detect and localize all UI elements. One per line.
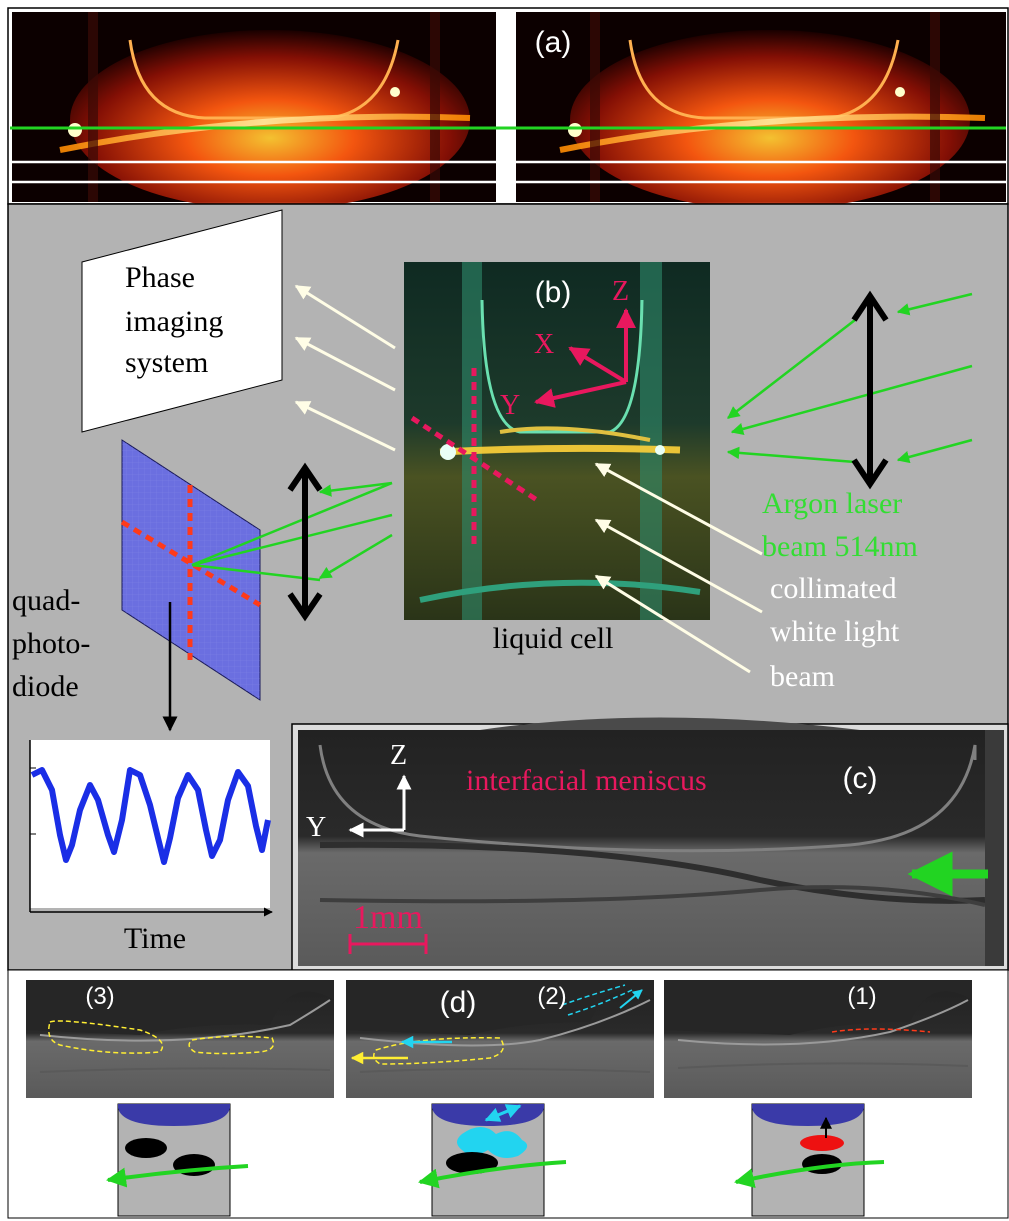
white-light-text-1: collimated bbox=[770, 572, 897, 605]
meniscus-label: interfacial meniscus bbox=[466, 764, 707, 797]
liquid-cell-caption: liquid cell bbox=[493, 622, 614, 655]
phase-imaging-text-2: imaging bbox=[125, 305, 223, 338]
panel-d-frame-3: (3) bbox=[26, 980, 334, 1098]
phase-imaging-text-3: system bbox=[125, 346, 208, 379]
laser-text-1: Argon laser bbox=[762, 487, 902, 520]
white-light-arrows-right bbox=[594, 462, 763, 674]
panel-a-photo-right bbox=[516, 12, 1006, 210]
panel-c-axis-y: Y bbox=[306, 812, 326, 843]
detector-text-2: photo- bbox=[12, 627, 90, 660]
panel-d-label: (d) bbox=[440, 986, 477, 1019]
white-light-text-2: white light bbox=[770, 615, 900, 648]
panel-b: Phase imaging system quad- photo- diode bbox=[7, 203, 1009, 971]
panel-d-frame-2-label: (2) bbox=[537, 983, 566, 1010]
scan-double-arrow-left bbox=[287, 462, 323, 622]
panel-a-label: (a) bbox=[535, 26, 572, 59]
panel-c: Z Y interfacial meniscus (c) 1mm bbox=[291, 717, 1009, 971]
panel-d-frame-2: (d) (2) bbox=[346, 980, 654, 1098]
axis-z-label: Z bbox=[612, 276, 629, 307]
liquid-cell-photo: Z X Y (b) bbox=[404, 262, 710, 620]
panel-d-frame-1-label: (1) bbox=[847, 983, 876, 1010]
panel-b-label: (b) bbox=[535, 276, 572, 309]
detector-text-1: quad- bbox=[12, 584, 80, 617]
signal-trace bbox=[30, 767, 271, 865]
panel-d-frame-1: (1) bbox=[664, 980, 972, 1098]
phase-imaging-box: Phase imaging system bbox=[81, 209, 283, 433]
panel-a: (a) bbox=[7, 7, 1009, 210]
detector-green-rays bbox=[191, 481, 393, 582]
panel-c-axis-z: Z bbox=[390, 740, 407, 771]
panel-d-schematic-1 bbox=[734, 1103, 885, 1217]
scale-bar-label: 1mm bbox=[353, 899, 423, 936]
scale-bar: 1mm bbox=[348, 899, 428, 954]
quad-photodiode bbox=[120, 439, 262, 701]
panel-d-schematic-3 bbox=[106, 1103, 249, 1217]
panel-a-photo-left bbox=[12, 12, 496, 210]
white-light-text-3: beam bbox=[770, 660, 835, 693]
panel-c-label: (c) bbox=[843, 762, 878, 795]
detector-text-3: diode bbox=[12, 670, 79, 703]
white-light-arrows-left bbox=[294, 284, 396, 452]
axis-x-label: X bbox=[534, 329, 554, 360]
panel-d-frame-3-label: (3) bbox=[85, 983, 114, 1010]
axis-y-label: Y bbox=[500, 390, 520, 421]
laser-green-rays bbox=[726, 292, 973, 464]
phase-imaging-text-1: Phase bbox=[125, 261, 195, 294]
detector-text: quad- photo- diode bbox=[12, 584, 90, 703]
panel-d-schematic-2 bbox=[418, 1103, 567, 1217]
white-light-text: collimated white light beam bbox=[770, 572, 900, 693]
panel-d: (3) (d) (2) (1) bbox=[7, 969, 1009, 1219]
signal-plot: Time bbox=[29, 740, 273, 955]
scan-double-arrow-right bbox=[851, 290, 889, 490]
signal-xlabel: Time bbox=[124, 922, 186, 955]
laser-text-2: beam 514nm bbox=[762, 530, 918, 563]
laser-text: Argon laser beam 514nm bbox=[762, 487, 918, 563]
